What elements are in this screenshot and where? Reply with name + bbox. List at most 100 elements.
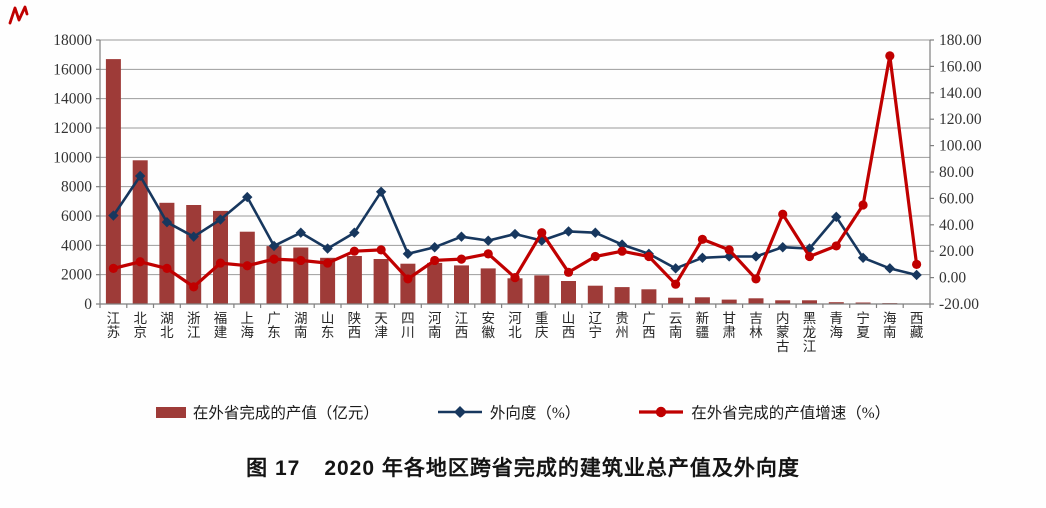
left-tick-label: 4000: [61, 237, 92, 254]
diamond-marker: [268, 240, 280, 252]
category-label: 天津: [374, 311, 388, 340]
right-tick-label: 60.00: [939, 190, 974, 207]
bar: [400, 263, 416, 304]
diamond-marker: [134, 170, 146, 182]
circle-marker: [135, 257, 145, 267]
category-label: 山西: [562, 311, 576, 340]
right-tick-label: 100.00: [939, 138, 982, 155]
right-tick-label: 160.00: [939, 58, 982, 75]
category-label: 宁夏: [856, 310, 870, 340]
figure-number: 图 17: [246, 457, 301, 480]
category-label: 广东: [267, 311, 281, 340]
circle-marker: [349, 246, 359, 256]
left-tick-label: 0: [84, 296, 92, 313]
axes: [96, 39, 934, 308]
circle-marker: [590, 251, 600, 262]
circle-marker: [804, 251, 815, 262]
category-labels: 江苏北京湖北浙江福建上海广东湖南山东陕西天津四川河南江西安徽河北重庆山西辽宁贵州…: [107, 310, 924, 354]
right-tick-label: 120.00: [939, 111, 982, 128]
bar: [213, 210, 228, 304]
circle-marker: [322, 258, 333, 268]
bar: [855, 302, 871, 304]
legend-label-bar-series: 在外省完成的产值（亿元）: [192, 405, 379, 422]
circle-marker: [724, 245, 734, 255]
diamond-marker: [670, 263, 681, 274]
category-label: 湖北: [160, 311, 174, 340]
diamond-marker: [831, 211, 842, 223]
circle-marker: [912, 259, 922, 269]
diamond-marker: [215, 214, 226, 225]
line-circle-swatch-icon: [639, 406, 684, 418]
left-tick-label: 8000: [61, 179, 92, 196]
diamond-marker: [590, 227, 601, 238]
bar: [614, 287, 630, 304]
circle-marker: [483, 249, 493, 259]
left-tick-label: 18000: [53, 32, 92, 49]
red-scribble-mark: [8, 5, 29, 25]
bar: [427, 262, 443, 304]
diamond-marker: [911, 269, 922, 281]
circle-marker: [189, 282, 199, 292]
category-label: 海南: [883, 311, 897, 340]
diamond-marker: [697, 252, 708, 263]
diamond-marker: [161, 216, 173, 228]
figure-title: 2020 年各地区跨省完成的建筑业总产值及外向度: [324, 457, 800, 480]
circle-marker: [430, 255, 440, 266]
gridlines: [100, 39, 930, 276]
diamond-marker: [402, 248, 414, 260]
left-tick-label: 10000: [53, 149, 92, 166]
circle-marker: [858, 200, 868, 210]
bar: [320, 257, 336, 304]
category-label: 云南: [669, 311, 683, 340]
circle-marker: [403, 274, 413, 284]
bar: [534, 275, 550, 304]
category-label: 吉林: [749, 311, 763, 340]
circle-marker: [296, 255, 306, 266]
right-tick-label: 80.00: [939, 164, 974, 181]
right-tick-label: -20.00: [939, 296, 979, 313]
diamond-marker: [509, 228, 521, 240]
line-series-zengsu: [108, 51, 922, 292]
right-tick-label: 20.00: [939, 243, 974, 260]
bar: [373, 259, 389, 304]
category-label: 甘肃: [722, 311, 736, 340]
category-label: 湖南: [294, 311, 308, 340]
bar: [105, 59, 121, 304]
left-axis-labels: 0 2000 4000 6000 8000 10000 12000 14000 16000 180…: [53, 32, 92, 313]
bar-series: [105, 59, 925, 304]
left-tick-label: 14000: [53, 91, 92, 108]
circle-marker: [456, 254, 467, 264]
category-label: 贵州: [615, 311, 629, 340]
diamond-marker: [322, 243, 333, 254]
circle-marker: [671, 279, 681, 289]
category-label: 新疆: [696, 311, 710, 340]
diamond-marker: [188, 231, 199, 242]
category-label: 陕西: [348, 311, 362, 340]
circle-marker: [697, 234, 708, 244]
category-label: 四川: [401, 311, 415, 340]
category-label: 重庆: [535, 311, 549, 340]
left-tick-label: 6000: [61, 208, 92, 225]
category-label: 河南: [428, 311, 442, 340]
category-label: 上海: [241, 311, 255, 340]
legend-label-waixiangdu: 外向度（%）: [489, 405, 581, 422]
bar: [454, 265, 469, 304]
line-diamond-swatch-icon: [437, 406, 482, 418]
diamond-marker: [456, 231, 467, 242]
right-tick-label: 40.00: [939, 217, 974, 234]
line-series-waixiangdu: [108, 170, 922, 281]
circle-marker: [376, 245, 386, 255]
legend-item-bar-series: 在外省完成的产值（亿元）: [155, 401, 379, 423]
diamond-marker: [108, 210, 119, 221]
diamond-marker: [295, 227, 307, 238]
diamond-marker: [429, 242, 440, 253]
category-label: 江苏: [107, 311, 121, 340]
diamond-marker: [777, 242, 788, 253]
bar: [828, 302, 844, 304]
diamond-marker: [857, 252, 869, 263]
category-label: 河北: [508, 311, 522, 340]
circle-marker: [644, 251, 654, 262]
bar-swatch-icon: [155, 406, 186, 418]
circle-marker: [537, 228, 547, 238]
